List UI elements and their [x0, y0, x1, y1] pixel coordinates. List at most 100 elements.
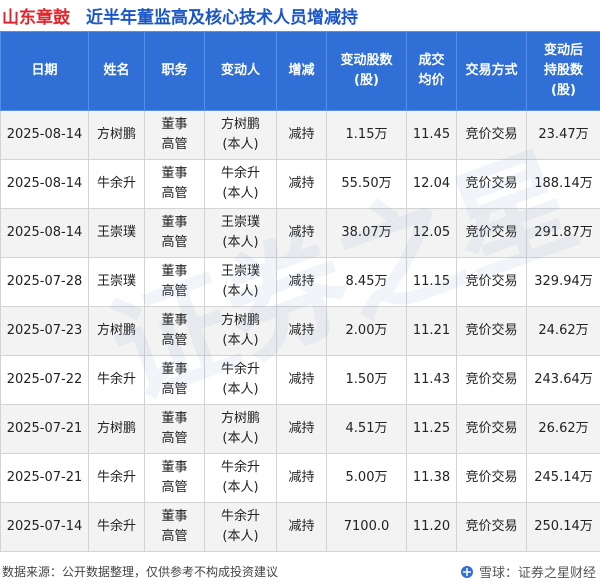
header-direction: 增减: [276, 31, 327, 111]
table-body: 2025-08-14 方树鹏 董事 高管 方树鹏 (本人) 减持 1.15万 11.45 竞价交易…: [0, 110, 600, 552]
table-row: 2025-07-14 牛余升 董事 高管 牛余升 (本人) 减持 7100.0 11.20 竞价交…: [0, 502, 600, 552]
cell-changer: 牛余升 (本人): [204, 502, 277, 552]
cell-after: 26.62万: [526, 404, 600, 454]
cell-price: 11.25: [406, 404, 457, 454]
cell-direction: 减持: [276, 404, 327, 454]
header-name: 姓名: [88, 31, 145, 111]
cell-price: 11.21: [406, 306, 457, 356]
cell-price: 11.20: [406, 502, 457, 552]
cell-method: 竞价交易: [456, 257, 527, 307]
cell-price: 12.05: [406, 208, 457, 258]
cell-shares: 8.45万: [326, 257, 407, 307]
cell-position: 董事 高管: [144, 208, 205, 258]
cell-direction: 减持: [276, 110, 327, 160]
cell-after: 23.47万: [526, 110, 600, 160]
cell-date: 2025-08-14: [0, 159, 89, 209]
table-row: 2025-07-28 王崇璞 董事 高管 王崇璞 (本人) 减持 8.45万 11.15 竞价交易…: [0, 257, 600, 307]
cell-name: 方树鹏: [88, 404, 145, 454]
cell-date: 2025-07-22: [0, 355, 89, 405]
data-source-note: 数据来源：公开数据整理，仅供参考不构成投资建议: [2, 565, 279, 579]
logo-text: 雪球：证券之星财经: [478, 566, 596, 581]
cell-shares: 4.51万: [326, 404, 407, 454]
cell-changer: 方树鹏 (本人): [204, 110, 277, 160]
cell-direction: 减持: [276, 159, 327, 209]
cell-name: 牛余升: [88, 502, 145, 552]
company-name: 山东章鼓: [2, 7, 70, 28]
holdings-change-table: 日期 姓名 职务 变动人 增减 变动股数 (股) 成交 均价 交易方式 变动后 持股数…: [0, 31, 600, 552]
cell-position: 董事 高管: [144, 110, 205, 160]
cell-after: 243.64万: [526, 355, 600, 405]
header-after: 变动后 持股数 (股): [526, 31, 600, 111]
cell-position: 董事 高管: [144, 159, 205, 209]
page-title: 近半年董监高及核心技术人员增减持: [86, 7, 358, 28]
cell-name: 王崇璞: [88, 257, 145, 307]
cell-name: 方树鹏: [88, 306, 145, 356]
cell-method: 竞价交易: [456, 453, 527, 503]
cell-after: 245.14万: [526, 453, 600, 503]
cell-name: 方树鹏: [88, 110, 145, 160]
cell-direction: 减持: [276, 453, 327, 503]
header-changer: 变动人: [204, 31, 277, 111]
cell-date: 2025-07-21: [0, 453, 89, 503]
table-row: 2025-07-22 牛余升 董事 高管 牛余升 (本人) 减持 1.50万 11.43 竞价交易…: [0, 355, 600, 405]
cell-changer: 方树鹏 (本人): [204, 306, 277, 356]
cell-date: 2025-07-21: [0, 404, 89, 454]
cell-position: 董事 高管: [144, 502, 205, 552]
cell-after: 250.14万: [526, 502, 600, 552]
header-price: 成交 均价: [406, 31, 457, 111]
cell-position: 董事 高管: [144, 453, 205, 503]
cell-price: 11.45: [406, 110, 457, 160]
cell-date: 2025-07-23: [0, 306, 89, 356]
header-position: 职务: [144, 31, 205, 111]
cell-changer: 牛余升 (本人): [204, 453, 277, 503]
table-row: 2025-07-21 方树鹏 董事 高管 方树鹏 (本人) 减持 4.51万 11.25 竞价交易…: [0, 404, 600, 454]
cell-name: 牛余升: [88, 453, 145, 503]
cell-shares: 1.50万: [326, 355, 407, 405]
cell-changer: 王崇璞 (本人): [204, 208, 277, 258]
cell-price: 11.15: [406, 257, 457, 307]
cell-price: 12.04: [406, 159, 457, 209]
table-row: 2025-08-14 王崇璞 董事 高管 王崇璞 (本人) 减持 38.07万 12.05 竞价交…: [0, 208, 600, 258]
cell-method: 竞价交易: [456, 159, 527, 209]
cell-direction: 减持: [276, 502, 327, 552]
cell-name: 牛余升: [88, 355, 145, 405]
cell-shares: 2.00万: [326, 306, 407, 356]
cell-name: 牛余升: [88, 159, 145, 209]
cell-after: 329.94万: [526, 257, 600, 307]
cell-position: 董事 高管: [144, 257, 205, 307]
cell-shares: 7100.0: [326, 502, 407, 552]
cell-direction: 减持: [276, 208, 327, 258]
cell-direction: 减持: [276, 355, 327, 405]
cell-shares: 1.15万: [326, 110, 407, 160]
cell-date: 2025-07-14: [0, 502, 89, 552]
header-shares: 变动股数 (股): [326, 31, 407, 111]
snowball-icon: [460, 565, 473, 578]
cell-changer: 王崇璞 (本人): [204, 257, 277, 307]
cell-direction: 减持: [276, 257, 327, 307]
cell-shares: 5.00万: [326, 453, 407, 503]
cell-position: 董事 高管: [144, 306, 205, 356]
cell-method: 竞价交易: [456, 404, 527, 454]
cell-changer: 牛余升 (本人): [204, 159, 277, 209]
cell-name: 王崇璞: [88, 208, 145, 258]
table-row: 2025-07-23 方树鹏 董事 高管 方树鹏 (本人) 减持 2.00万 11.21 竞价交易…: [0, 306, 600, 356]
cell-method: 竞价交易: [456, 110, 527, 160]
header-date: 日期: [0, 31, 89, 111]
cell-direction: 减持: [276, 306, 327, 356]
cell-after: 24.62万: [526, 306, 600, 356]
cell-method: 竞价交易: [456, 502, 527, 552]
cell-shares: 55.50万: [326, 159, 407, 209]
cell-price: 11.38: [406, 453, 457, 503]
cell-shares: 38.07万: [326, 208, 407, 258]
cell-after: 291.87万: [526, 208, 600, 258]
table-row: 2025-08-14 方树鹏 董事 高管 方树鹏 (本人) 减持 1.15万 11.45 竞价交易…: [0, 110, 600, 160]
cell-method: 竞价交易: [456, 306, 527, 356]
cell-method: 竞价交易: [456, 355, 527, 405]
cell-changer: 方树鹏 (本人): [204, 404, 277, 454]
table-row: 2025-07-21 牛余升 董事 高管 牛余升 (本人) 减持 5.00万 11.38 竞价交易…: [0, 453, 600, 503]
cell-method: 竞价交易: [456, 208, 527, 258]
cell-position: 董事 高管: [144, 404, 205, 454]
page-title-bar: 山东章鼓 近半年董监高及核心技术人员增减持: [0, 0, 600, 30]
cell-after: 188.14万: [526, 159, 600, 209]
cell-date: 2025-08-14: [0, 208, 89, 258]
